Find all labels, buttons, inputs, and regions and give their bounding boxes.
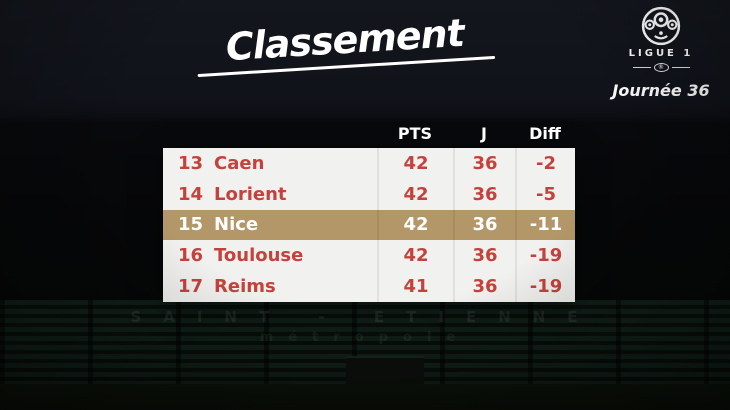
club-cell: 15 Nice: [163, 214, 377, 235]
points-value: 41: [377, 271, 453, 302]
stand-seat-text-line1: SAINT - ETIENNE: [130, 308, 600, 326]
club-cell: 17 Reims: [163, 276, 377, 297]
played-value: 36: [453, 178, 515, 210]
played-value: 36: [453, 271, 515, 302]
rank-number: 16: [177, 245, 203, 267]
points-value: 42: [377, 209, 453, 241]
goal-diff-value: -19: [515, 271, 575, 302]
header-points: PTS: [397, 124, 433, 143]
table-header-row: PTS J Diff: [163, 116, 575, 148]
played-value: 36: [453, 209, 515, 241]
table-row: 15 Nice 42 36 -11: [163, 209, 575, 241]
league-logo-block: LIGUE 1 ® Journée 36: [608, 6, 714, 100]
rank-number: 14: [177, 183, 203, 205]
standings-table: PTS J Diff 13 Caen 42 36 -2 14 Lorient 4…: [163, 116, 575, 302]
league-name: LIGUE 1: [628, 48, 694, 59]
stadium-tunnel: [346, 356, 424, 384]
club-name: Reims: [214, 276, 276, 298]
page-title: Classement: [224, 10, 465, 70]
header-played: J: [481, 124, 487, 143]
played-value: 36: [453, 240, 515, 272]
rank-number: 17: [177, 276, 203, 298]
club-cell: 14 Lorient: [163, 184, 377, 205]
goal-diff-value: -2: [515, 148, 575, 179]
table-row: 13 Caen 42 36 -2: [163, 148, 575, 179]
table-row: 14 Lorient 42 36 -5: [163, 178, 575, 210]
goal-diff-value: -5: [515, 178, 575, 210]
played-value: 36: [453, 148, 515, 179]
table-rows: 13 Caen 42 36 -2 14 Lorient 42 36 -5 15 …: [163, 148, 575, 302]
club-name: Nice: [214, 214, 259, 236]
table-row: 16 Toulouse 42 36 -19: [163, 240, 575, 272]
club-cell: 16 Toulouse: [163, 245, 377, 266]
club-name: Caen: [214, 152, 265, 174]
club-cell: 13 Caen: [163, 153, 377, 174]
registered-mark-icon: ®: [653, 63, 669, 72]
points-value: 42: [377, 148, 453, 179]
club-name: Toulouse: [214, 245, 304, 267]
ornament-line-left: [632, 67, 651, 68]
matchday-label: Journée 36: [612, 81, 710, 100]
stadium-pitch: [0, 384, 730, 410]
club-name: Lorient: [214, 183, 287, 205]
registered-ornament: ®: [608, 63, 714, 72]
points-value: 42: [377, 178, 453, 210]
table-row: 17 Reims 41 36 -19: [163, 271, 575, 302]
rank-number: 13: [177, 152, 203, 174]
rank-number: 15: [177, 214, 203, 236]
stand-seat-text-line2: métropole: [259, 330, 471, 345]
ligue1-ball-icon: [641, 6, 681, 46]
points-value: 42: [377, 240, 453, 272]
ornament-line-right: [671, 67, 690, 68]
goal-diff-value: -11: [515, 209, 575, 241]
header-diff: Diff: [529, 124, 561, 143]
page-title-block: Classement: [195, 10, 496, 77]
goal-diff-value: -19: [515, 240, 575, 272]
